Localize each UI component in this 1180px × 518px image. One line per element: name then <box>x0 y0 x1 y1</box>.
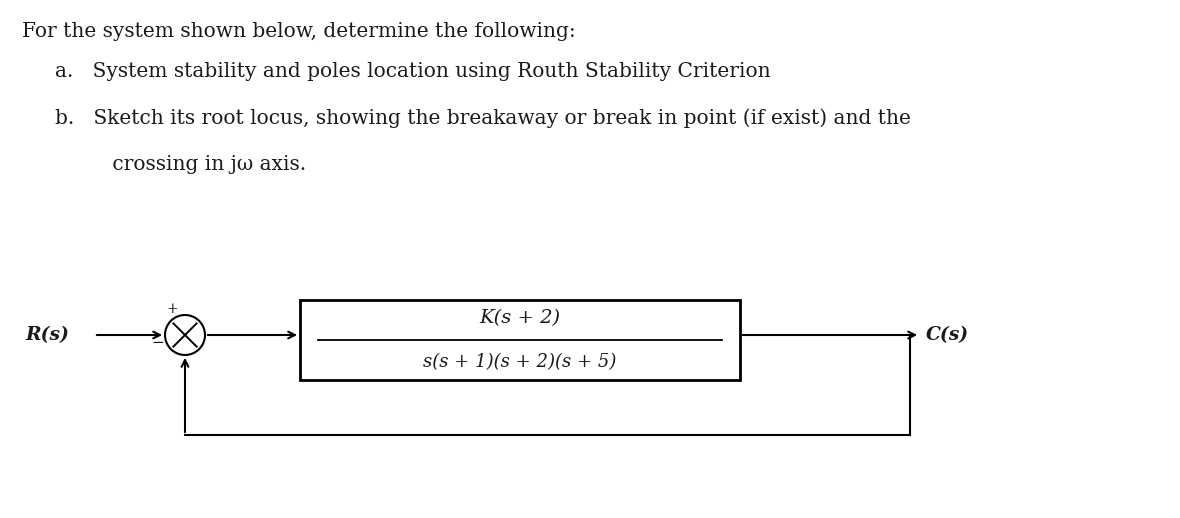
Text: −: − <box>151 336 164 350</box>
Text: +: + <box>166 302 178 316</box>
Bar <box>300 300 740 380</box>
Circle shape <box>165 315 205 355</box>
Text: s(s + 1)(s + 2)(s + 5): s(s + 1)(s + 2)(s + 5) <box>424 353 617 371</box>
Text: For the system shown below, determine the following:: For the system shown below, determine th… <box>22 22 576 41</box>
Text: b.   Sketch its root locus, showing the breakaway or break in point (if exist) a: b. Sketch its root locus, showing the br… <box>55 108 911 127</box>
Text: C(s): C(s) <box>926 326 969 344</box>
Text: K(s + 2): K(s + 2) <box>479 309 560 327</box>
Text: a.   System stability and poles location using Routh Stability Criterion: a. System stability and poles location u… <box>55 62 771 81</box>
Text: R(s): R(s) <box>25 326 68 344</box>
Text: crossing in jω axis.: crossing in jω axis. <box>55 155 306 174</box>
